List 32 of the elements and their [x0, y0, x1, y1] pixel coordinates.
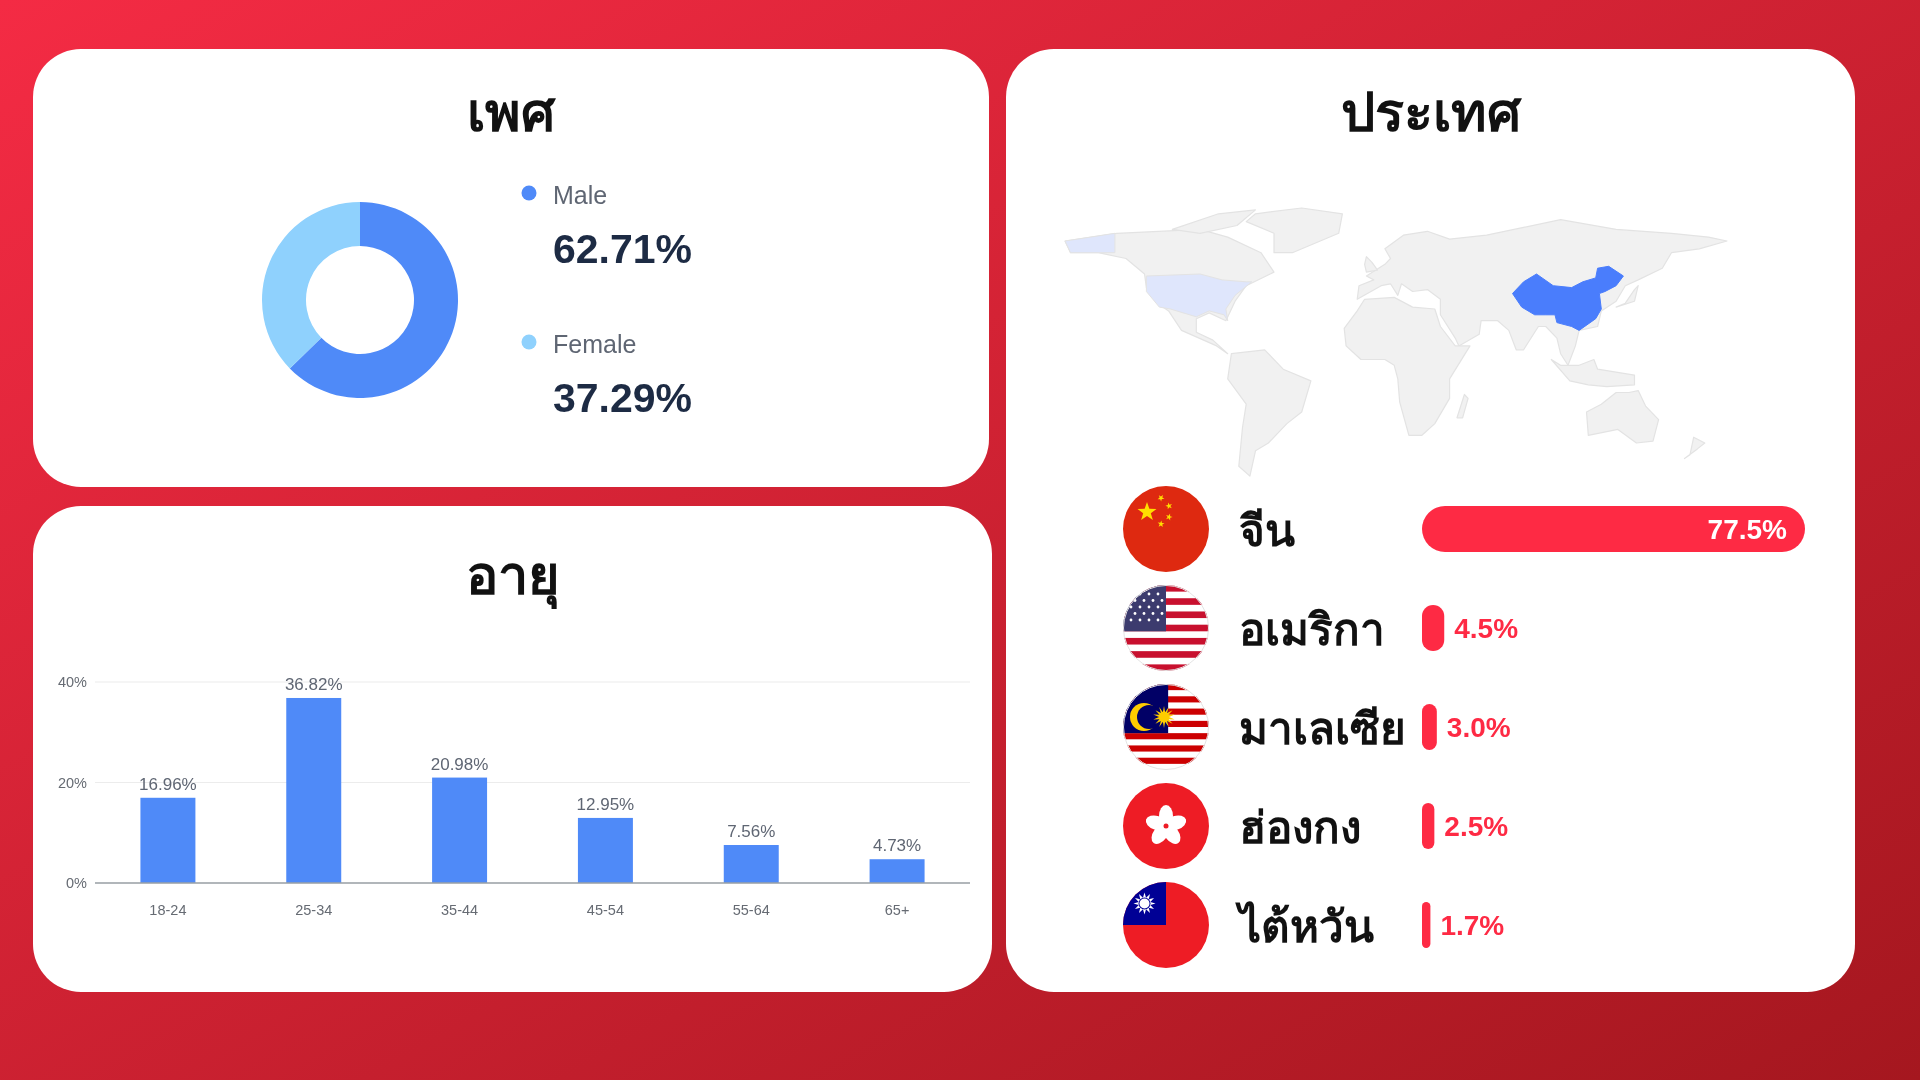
y-tick-label: ไต้หวัน [1235, 901, 1374, 952]
data-label: 12.95% [576, 794, 635, 814]
data-label: 62.71% [553, 226, 693, 272]
legend-label: Male [553, 181, 608, 209]
legend-label: Female [553, 330, 637, 358]
data-label: 3.0% [1446, 712, 1511, 743]
y-tick-label: 40% [57, 674, 88, 690]
chart-title: ประเทศ [1340, 81, 1522, 144]
y-tick-label: อเมริกา [1239, 604, 1385, 655]
x-tick-label: 35-44 [441, 902, 479, 918]
data-label: 36.82% [284, 674, 343, 694]
data-label: 7.56% [727, 822, 776, 842]
data-label: 4.5% [1454, 613, 1519, 644]
y-tick-label: 20% [57, 774, 88, 791]
y-tick-label: 0% [66, 875, 88, 891]
y-tick-label: ฮ่องกง [1239, 802, 1361, 853]
data-label: 16.96% [139, 774, 197, 794]
x-tick-label: 65+ [884, 902, 910, 918]
x-tick-label: 18-24 [149, 902, 187, 918]
data-label: 4.73% [872, 836, 922, 856]
chart-title: อายุ [465, 544, 560, 610]
y-tick-label: จีน [1239, 505, 1295, 556]
data-label: 1.7% [1440, 910, 1505, 941]
x-tick-label: 45-54 [586, 902, 624, 918]
data-label: 77.5% [1707, 514, 1788, 545]
data-label: 20.98% [430, 754, 489, 774]
data-label: 37.29% [553, 375, 693, 421]
x-tick-label: 55-64 [732, 902, 770, 918]
chart-title: เพศ [467, 81, 556, 144]
x-tick-label: 25-34 [295, 902, 333, 918]
data-label: 2.5% [1444, 811, 1509, 842]
y-tick-label: มาเลเซีย [1239, 703, 1406, 754]
